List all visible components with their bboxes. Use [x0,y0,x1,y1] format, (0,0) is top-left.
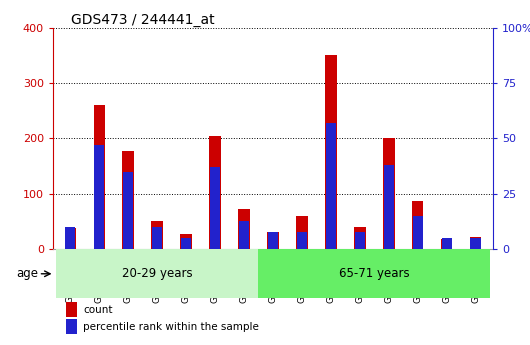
Bar [238,209,250,249]
Bar [412,200,423,249]
Text: age: age [16,267,38,280]
Bar [268,231,278,249]
Bar [239,220,249,249]
Bar [441,238,452,249]
Bar [267,231,279,249]
Bar [470,237,481,249]
Text: percentile rank within the sample: percentile rank within the sample [83,322,259,332]
Text: 65-71 years: 65-71 years [339,267,410,280]
Bar [65,227,75,249]
Bar [123,172,134,249]
Bar [355,231,365,249]
Bar [66,319,77,334]
Bar [56,249,259,298]
Bar [471,238,481,249]
Bar [354,227,366,249]
Text: count: count [83,305,112,315]
Text: 20-29 years: 20-29 years [122,267,192,280]
Bar [181,238,191,249]
Bar [65,228,76,249]
Bar [297,231,307,249]
Bar [384,165,394,249]
Bar [210,167,220,249]
Bar [412,216,423,249]
Bar [94,145,104,249]
Bar [326,123,336,249]
Bar [441,239,453,249]
Bar [325,55,337,249]
Bar [180,234,192,249]
Bar [152,227,162,249]
Bar [383,138,394,249]
Bar [152,220,163,249]
Bar [66,302,77,317]
Bar [209,136,221,249]
Bar [296,216,308,249]
Bar [259,249,490,298]
Text: GDS473 / 244441_at: GDS473 / 244441_at [70,12,214,27]
Bar [122,151,134,249]
Bar [93,105,105,249]
